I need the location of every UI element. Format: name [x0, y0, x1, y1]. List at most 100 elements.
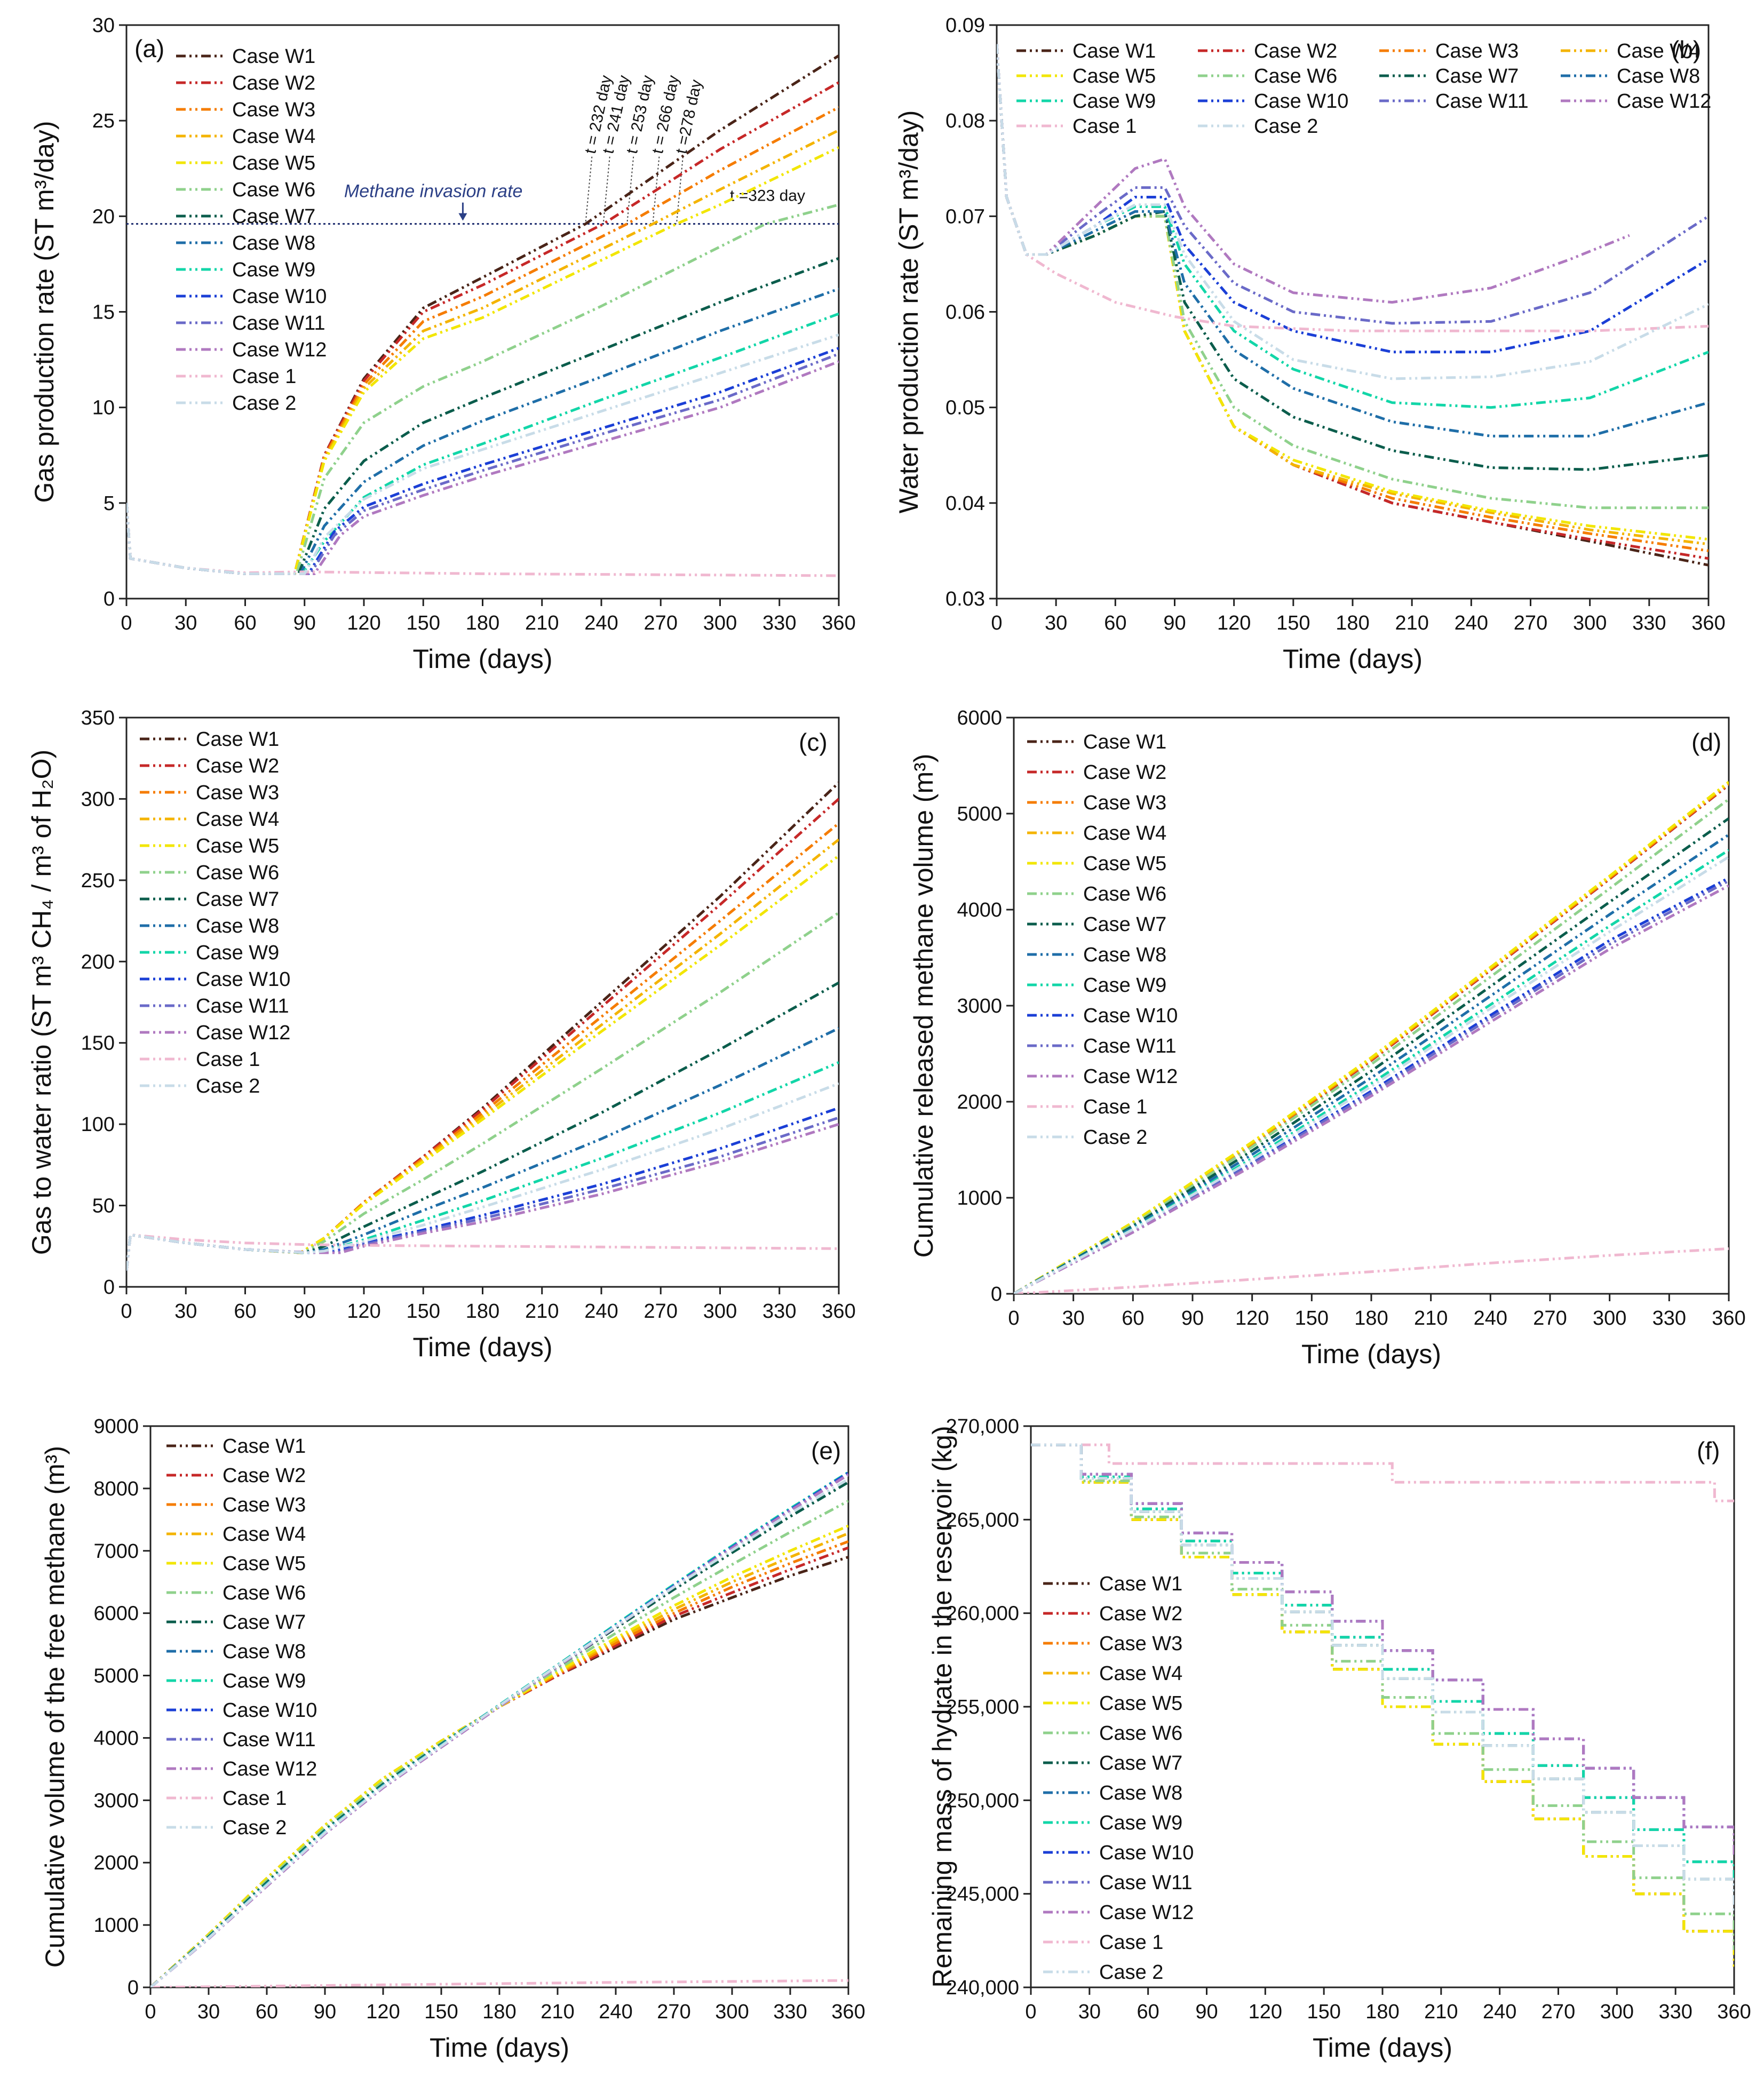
- x-tick-label: 270: [644, 1300, 678, 1323]
- x-tick-label: 360: [1717, 2001, 1751, 2023]
- y-tick-label: 0: [128, 1977, 139, 1999]
- x-tick-label: 120: [366, 2001, 400, 2023]
- x-tick-label: 30: [1078, 2001, 1101, 2023]
- panel-d: 0 30 60 90 120 150 180 210 240 270 300 330 360 0 1000 2…: [909, 707, 1746, 1369]
- legend-entry: Case W4: [232, 125, 315, 148]
- series-group: [997, 44, 1709, 567]
- legend-entry: Case W10: [1254, 90, 1348, 113]
- legend-entry: Case W10: [223, 1699, 317, 1722]
- x-tick-label: 240: [584, 612, 618, 634]
- y-tick-label: 6000: [957, 707, 1002, 729]
- x-tick-label: 60: [256, 2001, 278, 2023]
- legend: Case W1 Case W2 Case W3 Case W4 Case W5 Case …: [166, 1435, 317, 1839]
- x-tick-label: 0: [1008, 1307, 1019, 1330]
- y-tick-label: 2000: [93, 1852, 139, 1874]
- series-line-case-w7: [1014, 817, 1729, 1294]
- legend-entry: Case W9: [196, 942, 279, 964]
- series-line-case-w8: [1014, 833, 1729, 1294]
- x-tick-label: 0: [991, 612, 1002, 634]
- legend-entry: Case W1: [1083, 731, 1166, 753]
- x-tick-label: 90: [293, 612, 316, 634]
- legend-entry: Case W2: [232, 72, 315, 94]
- legend-entry: Case W9: [223, 1670, 306, 1692]
- y-tick-label: 0.04: [945, 492, 985, 515]
- methane-invasion-label: Methane invasion rate: [344, 181, 523, 202]
- y-tick-label: 5: [104, 492, 115, 515]
- x-axis-label: Time (days): [430, 2033, 569, 2063]
- x-tick-label: 360: [822, 1300, 855, 1323]
- legend-entry: Case 2: [1083, 1126, 1147, 1149]
- x-tick-label: 120: [1235, 1307, 1269, 1330]
- x-tick-label: 90: [1195, 2001, 1218, 2023]
- y-tick-label: 6000: [93, 1603, 139, 1625]
- y-tick-label: 255,000: [946, 1696, 1019, 1718]
- panel-label: (d): [1691, 728, 1721, 756]
- legend-entry: Case W6: [223, 1582, 306, 1604]
- panel-e: 0 30 60 90 120 150 180 210 240 270 300 330 360 0 1000 2…: [40, 1415, 865, 2063]
- x-tick-label: 210: [1424, 2001, 1458, 2023]
- legend-entry: Case W11: [223, 1729, 316, 1751]
- y-tick-label: 0.03: [945, 588, 985, 610]
- x-tick-label: 150: [407, 612, 440, 634]
- x-tick-label: 210: [1414, 1307, 1448, 1330]
- x-tick-label: 270: [657, 2001, 690, 2023]
- legend-entry: Case W9: [1072, 90, 1156, 113]
- x-tick-label: 180: [1354, 1307, 1388, 1330]
- x-tick-label: 60: [234, 612, 256, 634]
- x-tick-label: 180: [1336, 612, 1369, 634]
- y-tick-label: 0.09: [945, 14, 985, 37]
- x-tick-label: 210: [541, 2001, 574, 2023]
- legend-entry: Case 1: [1099, 1931, 1163, 1954]
- legend-entry: Case W2: [1254, 40, 1337, 62]
- legend-entry: Case W5: [232, 152, 315, 174]
- y-axis-label: Cumulative volume of the free methane (m…: [40, 1446, 70, 1968]
- x-axis-label: Time (days): [1283, 644, 1423, 674]
- x-tick-label: 300: [715, 2001, 749, 2023]
- x-tick-label: 150: [1307, 2001, 1340, 2023]
- y-tick-label: 30: [92, 14, 115, 37]
- legend-entry: Case W7: [232, 205, 315, 228]
- legend: Case W1 Case W2 Case W3 Case W4 Case W5 Case …: [1016, 40, 1711, 138]
- x-tick-label: 120: [1217, 612, 1251, 634]
- series-line-case-w4: [997, 44, 1709, 546]
- x-axis-label: Time (days): [412, 644, 552, 674]
- x-tick-label: 330: [762, 612, 796, 634]
- legend-entry: Case W7: [1099, 1752, 1182, 1774]
- x-tick-label: 30: [1045, 612, 1067, 634]
- y-tick-label: 300: [81, 788, 115, 810]
- x-tick-label: 300: [703, 612, 737, 634]
- legend-entry: Case W1: [1099, 1573, 1182, 1595]
- legend-entry: Case W12: [223, 1758, 317, 1780]
- x-tick-label: 150: [424, 2001, 458, 2023]
- legend-entry: Case W11: [1099, 1872, 1193, 1894]
- legend-entry: Case W3: [1083, 792, 1166, 814]
- legend-entry: Case 1: [223, 1787, 287, 1810]
- legend-entry: Case 2: [196, 1075, 260, 1097]
- x-tick-label: 30: [174, 1300, 197, 1323]
- x-tick-label: 90: [1163, 612, 1186, 634]
- series-line-case-w6: [150, 1500, 848, 1987]
- y-tick-label: 270,000: [946, 1415, 1019, 1438]
- series-group: [126, 782, 839, 1271]
- y-tick-label: 0.05: [945, 397, 985, 419]
- x-tick-label: 330: [762, 1300, 796, 1323]
- legend-entry: Case W8: [1083, 944, 1166, 966]
- legend-entry: Case 2: [232, 392, 296, 415]
- crossing-annotation: t =323 day: [730, 187, 805, 205]
- legend-entry: Case W2: [1099, 1603, 1182, 1625]
- legend-entry: Case W10: [232, 285, 327, 308]
- legend-entry: Case 1: [1072, 115, 1137, 138]
- y-tick-label: 5000: [957, 803, 1002, 825]
- series-line-case-2: [126, 1082, 839, 1271]
- legend-entry: Case W12: [1617, 90, 1711, 113]
- x-tick-label: 210: [1395, 612, 1428, 634]
- y-tick-label: 10: [92, 397, 115, 419]
- legend-entry: Case W4: [1617, 40, 1700, 62]
- y-tick-label: 150: [81, 1032, 115, 1055]
- x-tick-label: 300: [1600, 2001, 1634, 2023]
- legend-entry: Case W3: [1435, 40, 1519, 62]
- legend-entry: Case W2: [196, 755, 279, 777]
- series-line-case-w10: [126, 1107, 839, 1271]
- legend-entry: Case W7: [223, 1611, 306, 1634]
- legend-entry: Case W10: [196, 968, 290, 991]
